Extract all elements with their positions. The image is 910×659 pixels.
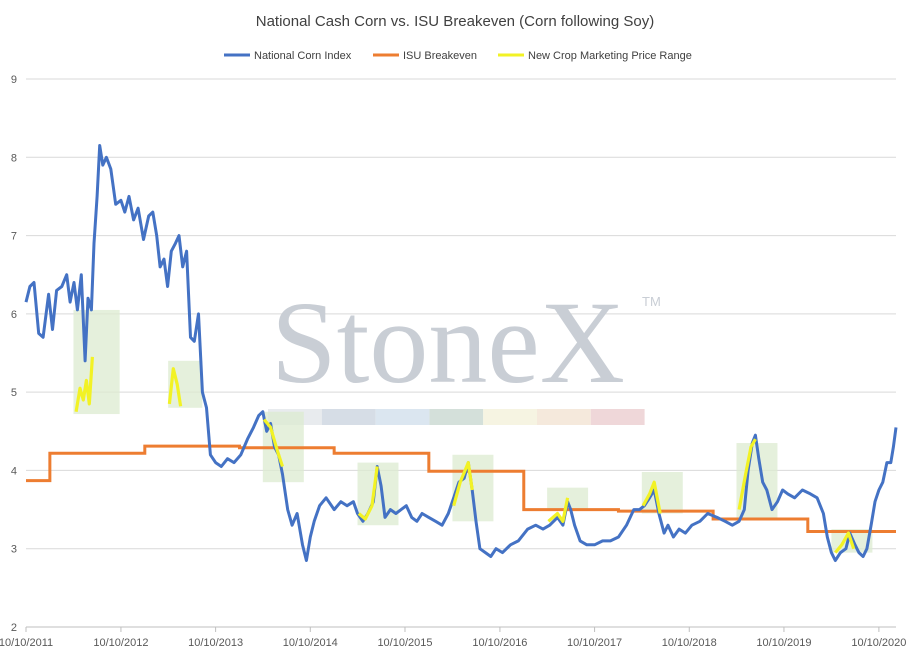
x-tick-label: 10/10/2013 — [188, 637, 243, 649]
series-new-crop-range — [357, 466, 379, 521]
x-tick-label: 10/10/2018 — [662, 637, 717, 649]
range-box — [73, 309, 120, 415]
watermark-band — [375, 409, 430, 425]
series-national-corn-index — [24, 144, 898, 562]
legend-item-breakeven[interactable]: ISU Breakeven — [373, 50, 477, 62]
series-isu-breakeven — [26, 444, 896, 533]
series-new-crop-range — [641, 480, 662, 514]
legend-item-range[interactable]: New Crop Marketing Price Range — [498, 50, 692, 62]
range-box — [641, 471, 683, 514]
watermark-band — [590, 409, 645, 425]
watermark-band — [429, 409, 484, 425]
x-tick-label: 10/10/2011 — [0, 637, 53, 649]
series-new-crop-range — [452, 461, 474, 507]
y-tick-label: 6 — [11, 309, 17, 321]
series-new-crop-range — [167, 367, 183, 407]
watermark-trademark: TM — [642, 294, 661, 309]
legend-item-corn[interactable]: National Corn Index — [224, 50, 352, 62]
y-tick-label: 4 — [11, 465, 17, 477]
series-new-crop-range — [262, 418, 285, 467]
series-new-crop-range — [74, 356, 94, 412]
x-tick-label: 10/10/2020 — [851, 637, 906, 649]
watermark-band — [483, 409, 537, 425]
x-tick-label: 10/10/2014 — [283, 637, 338, 649]
watermark: StoneX TM — [268, 277, 661, 425]
x-tick-label: 10/10/2015 — [377, 637, 432, 649]
y-tick-label: 7 — [11, 231, 17, 243]
series-new-crop-range — [547, 497, 570, 523]
watermark-band — [321, 409, 376, 425]
series-lines — [24, 144, 898, 562]
x-tick-label: 10/10/2012 — [93, 637, 148, 649]
x-tick-label: 10/10/2019 — [756, 637, 811, 649]
y-tick-label: 9 — [11, 74, 17, 86]
watermark-band — [537, 409, 591, 425]
legend-label-range: New Crop Marketing Price Range — [528, 50, 692, 62]
legend: National Corn Index ISU Breakeven New Cr… — [224, 50, 692, 62]
chart-title: National Cash Corn vs. ISU Breakeven (Co… — [256, 13, 655, 30]
y-tick-label: 8 — [11, 152, 17, 164]
x-axis-ticks: 10/10/2011 10/10/2012 10/10/2013 10/10/2014… — [0, 627, 906, 649]
x-tick-label: 10/10/2016 — [472, 637, 527, 649]
y-tick-label: 3 — [11, 544, 17, 556]
series-new-crop-range — [737, 438, 757, 510]
y-axis-ticks: 2 3 4 5 6 7 8 9 — [11, 74, 17, 634]
legend-label-corn: National Corn Index — [254, 50, 352, 62]
y-tick-label: 5 — [11, 387, 17, 399]
series-new-crop-range — [834, 531, 856, 554]
x-tick-label: 10/10/2017 — [567, 637, 622, 649]
legend-label-breakeven: ISU Breakeven — [403, 50, 477, 62]
watermark-text: StoneX — [271, 277, 625, 408]
y-tick-label: 2 — [11, 622, 17, 634]
